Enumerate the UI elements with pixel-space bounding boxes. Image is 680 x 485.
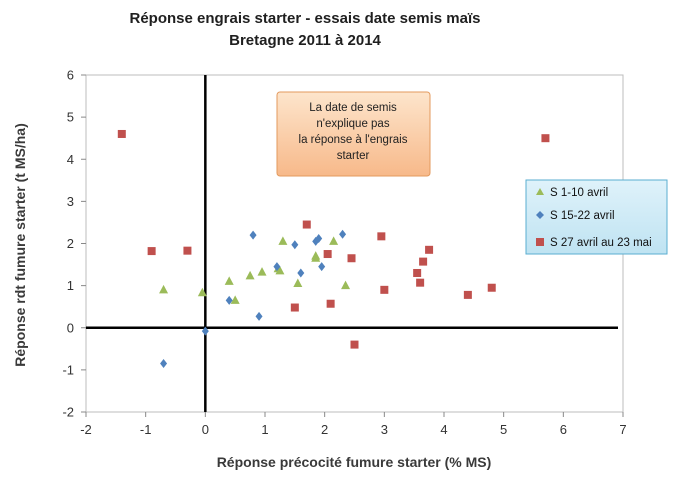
data-point-s3: [302, 220, 311, 229]
data-point-s2: [339, 229, 347, 239]
y-tick-label: 4: [67, 152, 74, 167]
x-tick-label: 1: [261, 422, 268, 437]
legend: S 1-10 avril S 15-22 avril S 27 avril au…: [525, 179, 668, 255]
data-point-s3: [487, 283, 496, 292]
annotation-line-4: starter: [337, 150, 370, 162]
data-point-s3: [377, 232, 386, 241]
data-point-s2: [315, 233, 323, 243]
data-point-s1: [224, 276, 234, 285]
x-tick-label: 3: [381, 422, 388, 437]
data-point-s3: [323, 250, 332, 259]
legend-label-s3: S 27 avril au 23 mai: [550, 237, 652, 249]
data-point-s3: [117, 129, 126, 138]
legend-marker-s2: [536, 211, 544, 219]
data-point-s1: [311, 251, 321, 260]
data-point-s2: [160, 359, 168, 369]
data-point-s3: [463, 290, 472, 299]
data-point-s3: [290, 303, 299, 312]
chart-title: Réponse engrais starter - essais date se…: [129, 10, 480, 27]
x-tick-label: 7: [619, 422, 626, 437]
data-point-s3: [541, 134, 550, 143]
data-point-s3: [347, 254, 356, 263]
legend-label-s1: S 1-10 avril: [550, 187, 608, 199]
data-point-s3: [326, 299, 335, 308]
y-tick-label: 3: [67, 194, 74, 209]
data-point-s2: [249, 230, 257, 240]
data-point-s3: [350, 340, 359, 349]
data-point-s2: [318, 262, 326, 272]
legend-label-s2: S 15-22 avril: [550, 210, 615, 222]
y-tick-label: 2: [67, 236, 74, 251]
data-point-s2: [291, 240, 299, 250]
data-point-s2: [201, 326, 209, 336]
annotation-line-2: n'explique pas: [316, 118, 389, 130]
y-axis-title: Réponse rdt fumure starter (t MS/ha): [12, 123, 28, 366]
data-point-s3: [147, 247, 156, 256]
data-point-s3: [380, 285, 389, 294]
data-point-s1: [245, 270, 255, 280]
annotation-box: La date de semis n'explique pas la répon…: [276, 91, 431, 177]
data-point-s3: [183, 246, 192, 255]
data-point-s2: [297, 268, 305, 278]
data-point-s1: [197, 287, 207, 297]
data-point-s3: [419, 257, 428, 266]
x-tick-label: 5: [500, 422, 507, 437]
x-tick-label: 4: [440, 422, 447, 437]
x-tick-label: 6: [560, 422, 567, 437]
data-point-s1: [329, 236, 339, 245]
data-point-s3: [425, 245, 434, 254]
data-point-s2: [273, 262, 281, 272]
data-point-s1: [341, 280, 351, 290]
legend-box: [525, 179, 668, 255]
legend-marker-s1: [536, 188, 544, 195]
x-tick-label: -1: [140, 422, 152, 437]
y-tick-label: -2: [62, 405, 74, 420]
y-tick-label: 1: [67, 278, 74, 293]
data-point-s1: [257, 267, 267, 276]
data-point-s1: [278, 236, 288, 245]
y-tick-label: 6: [67, 68, 74, 83]
data-point-s2: [225, 295, 233, 305]
y-tick-label: 0: [67, 320, 74, 335]
x-tick-label: -2: [80, 422, 92, 437]
data-point-s2: [255, 311, 263, 321]
x-axis-title: Réponse précocité fumure starter (% MS): [217, 454, 492, 470]
x-tick-label: 2: [321, 422, 328, 437]
data-point-s3: [413, 268, 422, 277]
data-point-s1: [159, 284, 169, 294]
y-tick-label: -1: [62, 362, 74, 377]
data-point-s1: [293, 278, 303, 288]
annotation-line-1: La date de semis: [309, 102, 397, 114]
legend-marker-s3: [536, 238, 544, 246]
data-point-s1: [230, 295, 240, 304]
y-tick-label: 5: [67, 110, 74, 125]
chart-subtitle: Bretagne 2011 à 2014: [229, 32, 381, 49]
x-tick-label: 0: [202, 422, 209, 437]
annotation-line-3: la réponse à l'engrais: [299, 134, 408, 146]
data-point-s3: [416, 278, 425, 287]
